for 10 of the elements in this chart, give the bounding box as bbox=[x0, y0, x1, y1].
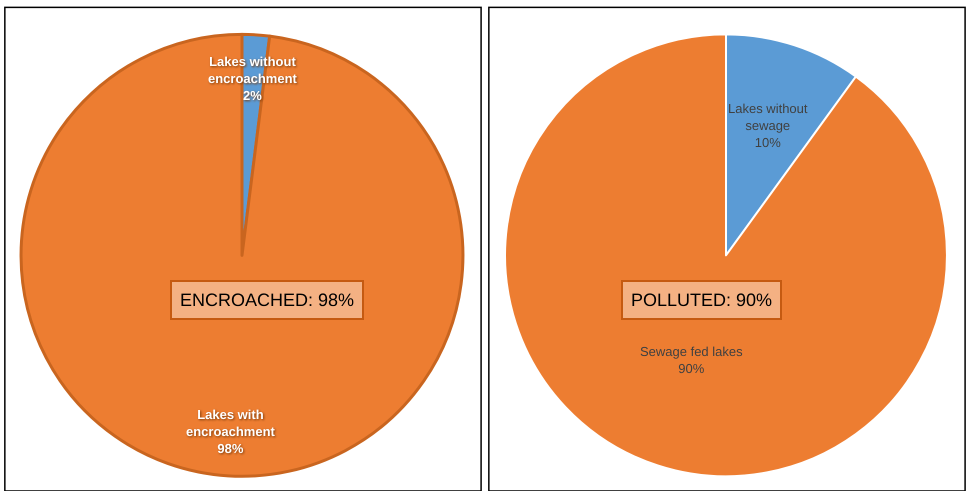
slice-label: Sewage fed lakes bbox=[640, 344, 744, 359]
text: ENCROACHED: 98% bbox=[180, 290, 354, 310]
data-label: 90% bbox=[678, 360, 705, 376]
slice-label: Lakes without sewage bbox=[728, 101, 808, 133]
pie-slice bbox=[20, 32, 464, 478]
data-label: 10% bbox=[754, 134, 782, 150]
text: POLLUTED: 90% bbox=[631, 290, 772, 310]
data-label: 98% bbox=[217, 440, 244, 456]
slice-label: Lakes with encroachment bbox=[186, 407, 276, 439]
pie-slice bbox=[504, 33, 948, 477]
